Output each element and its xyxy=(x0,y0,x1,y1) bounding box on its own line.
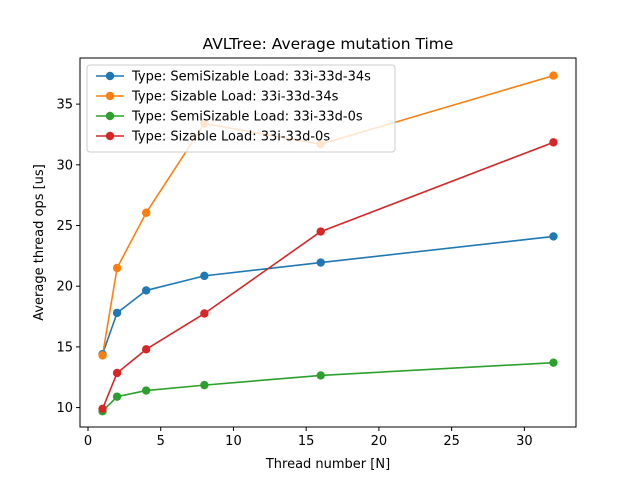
legend-marker xyxy=(105,91,115,101)
y-tick-label: 25 xyxy=(56,219,73,234)
y-tick-label: 10 xyxy=(56,401,73,416)
y-tick-label: 30 xyxy=(56,158,73,173)
data-point xyxy=(316,258,325,267)
legend-label: Type: Sizable Load: 33i-33d-0s xyxy=(131,130,330,145)
legend-marker xyxy=(105,111,115,121)
data-point xyxy=(112,392,122,401)
data-point xyxy=(549,138,558,147)
data-point xyxy=(200,271,209,281)
legend: Type: SemiSizable Load: 33i-33d-34s Type:… xyxy=(86,64,396,153)
legend-box xyxy=(86,64,396,153)
data-point xyxy=(98,404,107,413)
x-tick-label: 0 xyxy=(84,434,92,449)
x-tick-label: 20 xyxy=(371,434,388,449)
data-point xyxy=(112,263,122,273)
data-point xyxy=(141,345,151,354)
legend-marker xyxy=(105,71,115,81)
data-point xyxy=(112,308,122,318)
data-point xyxy=(141,386,151,395)
chart-title: AVLTree: Average mutation Time xyxy=(203,35,454,53)
x-tick-label: 5 xyxy=(157,434,165,449)
y-axis-label: Average thread ops [us] xyxy=(32,164,47,321)
y-tick-label: 15 xyxy=(56,340,73,355)
x-axis-label: Thread number [N] xyxy=(265,457,390,472)
data-point xyxy=(112,368,122,378)
data-point xyxy=(549,358,558,367)
data-point xyxy=(200,380,209,390)
data-point xyxy=(141,286,151,295)
x-tick-label: 10 xyxy=(225,434,242,449)
legend-label: Type: SemiSizable Load: 33i-33d-0s xyxy=(131,110,363,125)
x-axis: 0 5 10 15 20 25 30 xyxy=(84,427,533,449)
data-point xyxy=(549,232,558,241)
data-point xyxy=(316,371,325,380)
y-tick-label: 35 xyxy=(56,98,73,113)
x-tick-label: 30 xyxy=(516,434,533,449)
data-point xyxy=(316,227,325,236)
series-line-1 xyxy=(101,235,554,355)
series-line-4 xyxy=(101,141,554,410)
y-axis: 10 15 20 25 30 35 xyxy=(56,98,80,416)
legend-label: Type: SemiSizable Load: 33i-33d-34s xyxy=(131,70,371,85)
data-point xyxy=(549,71,558,80)
x-tick-label: 15 xyxy=(298,434,315,449)
data-point xyxy=(98,351,107,360)
legend-label: Type: Sizable Load: 33i-33d-34s xyxy=(131,90,339,105)
y-tick-label: 20 xyxy=(56,280,73,295)
legend-marker xyxy=(105,131,115,141)
data-point xyxy=(141,208,151,217)
data-point xyxy=(200,309,209,318)
x-tick-label: 25 xyxy=(443,434,460,449)
